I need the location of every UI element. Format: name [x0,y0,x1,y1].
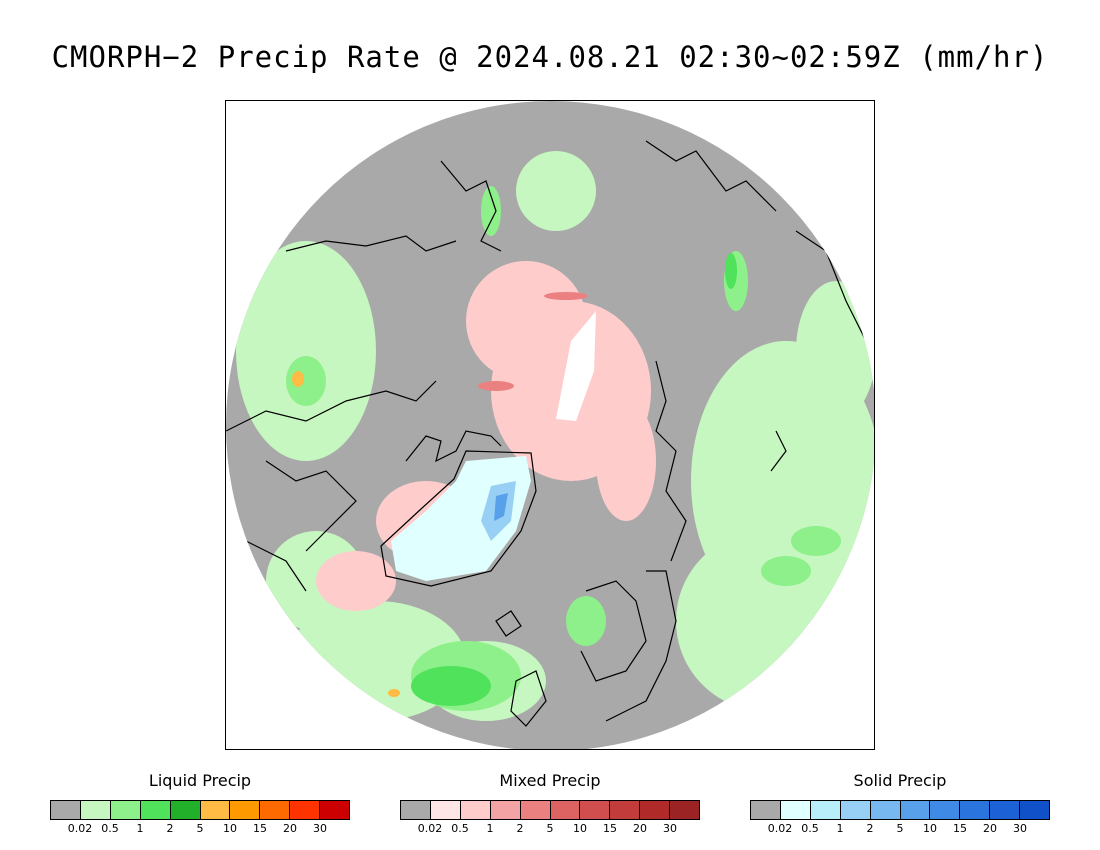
legend-tick-label: 30 [313,822,327,835]
legend-swatch [520,801,551,819]
legend-swatch [430,801,461,819]
legend-colorbar [400,800,700,820]
legend-tick-label: 10 [223,822,237,835]
polar-map-svg [226,101,874,749]
map-title: CMORPH−2 Precip Rate @ 2024.08.21 02:30~… [51,40,1049,74]
legend-swatch [51,801,81,819]
legend-tick-label: 2 [166,822,174,835]
legend-swatch [960,801,991,819]
legend-swatch [320,801,350,819]
legend-swatch [930,801,961,819]
legend-solid: Solid Precip 0.02 0.5 1 2 5 10 15 20 30 [750,770,1050,836]
legend-tick-label: 15 [253,822,267,835]
legend-swatch [80,801,111,819]
legend-tick-labels: 0.02 0.5 1 2 5 10 15 20 30 [400,822,700,836]
legend-swatch [110,801,141,819]
legend-tick-labels: 0.02 0.5 1 2 5 10 15 20 30 [750,822,1050,836]
legend-tick-label: 0.02 [67,822,93,835]
legend-tick-label: 10 [573,822,587,835]
legend-tick-label: 1 [486,822,494,835]
legend-tick-label: 1 [836,822,844,835]
legend-swatch [290,801,321,819]
legend-tick-label: 20 [633,822,647,835]
legend-tick-labels: 0.02 0.5 1 2 5 10 15 20 30 [50,822,350,836]
mixed-precip-heavy [478,292,588,391]
legend-liquid: Liquid Precip 0.02 0.5 1 2 5 10 15 20 30 [50,770,350,836]
legend-swatch [401,801,431,819]
intense-rain-spots [292,371,400,697]
legend-swatch [200,801,231,819]
legend-tick-label: 15 [953,822,967,835]
legend-tick-label: 20 [983,822,997,835]
polar-precip-map [225,100,875,750]
legend-tick-label: 0.5 [101,822,119,835]
legend-tick-label: 2 [516,822,524,835]
snow-area-pole [556,311,596,421]
legend-swatch [610,801,641,819]
legend-title: Mixed Precip [499,771,601,790]
map-disc [226,101,874,749]
legend-swatch [580,801,611,819]
legend-title: Solid Precip [853,771,947,790]
legend-tick-label: 20 [283,822,297,835]
legend-tick-label: 0.02 [417,822,443,835]
legend-tick-label: 0.02 [767,822,793,835]
legend-swatch [870,801,901,819]
legend-tick-label: 2 [866,822,874,835]
legend-swatch [670,801,700,819]
legend-swatch [990,801,1021,819]
legend-swatch [460,801,491,819]
greenland-snow [391,456,531,581]
legend-tick-label: 30 [663,822,677,835]
coastlines [226,140,867,727]
legend-tick-label: 0.5 [801,822,819,835]
legend-swatch [840,801,871,819]
legend-colorbar [50,800,350,820]
legend-swatch [751,801,781,819]
legend-swatch [170,801,201,819]
legend-swatch [230,801,261,819]
legend-tick-label: 5 [196,822,204,835]
legend-tick-label: 10 [923,822,937,835]
legend-tick-label: 1 [136,822,144,835]
legend-swatch [900,801,931,819]
legend-tick-label: 15 [603,822,617,835]
legend-title: Liquid Precip [148,771,252,790]
legend-mixed: Mixed Precip 0.02 0.5 1 2 5 10 15 20 30 [400,770,700,836]
legend-swatch [810,801,841,819]
legend-swatch [1020,801,1050,819]
legend-swatch [260,801,291,819]
legend-colorbar [750,800,1050,820]
legend-swatch [640,801,671,819]
legend-swatch [490,801,521,819]
legend-swatch [140,801,171,819]
legend-tick-label: 5 [896,822,904,835]
heavy-rain-areas [411,253,737,706]
legend-swatch [550,801,581,819]
legend-tick-label: 5 [546,822,554,835]
legend-tick-label: 0.5 [451,822,469,835]
legend-swatch [780,801,811,819]
legend-tick-label: 30 [1013,822,1027,835]
